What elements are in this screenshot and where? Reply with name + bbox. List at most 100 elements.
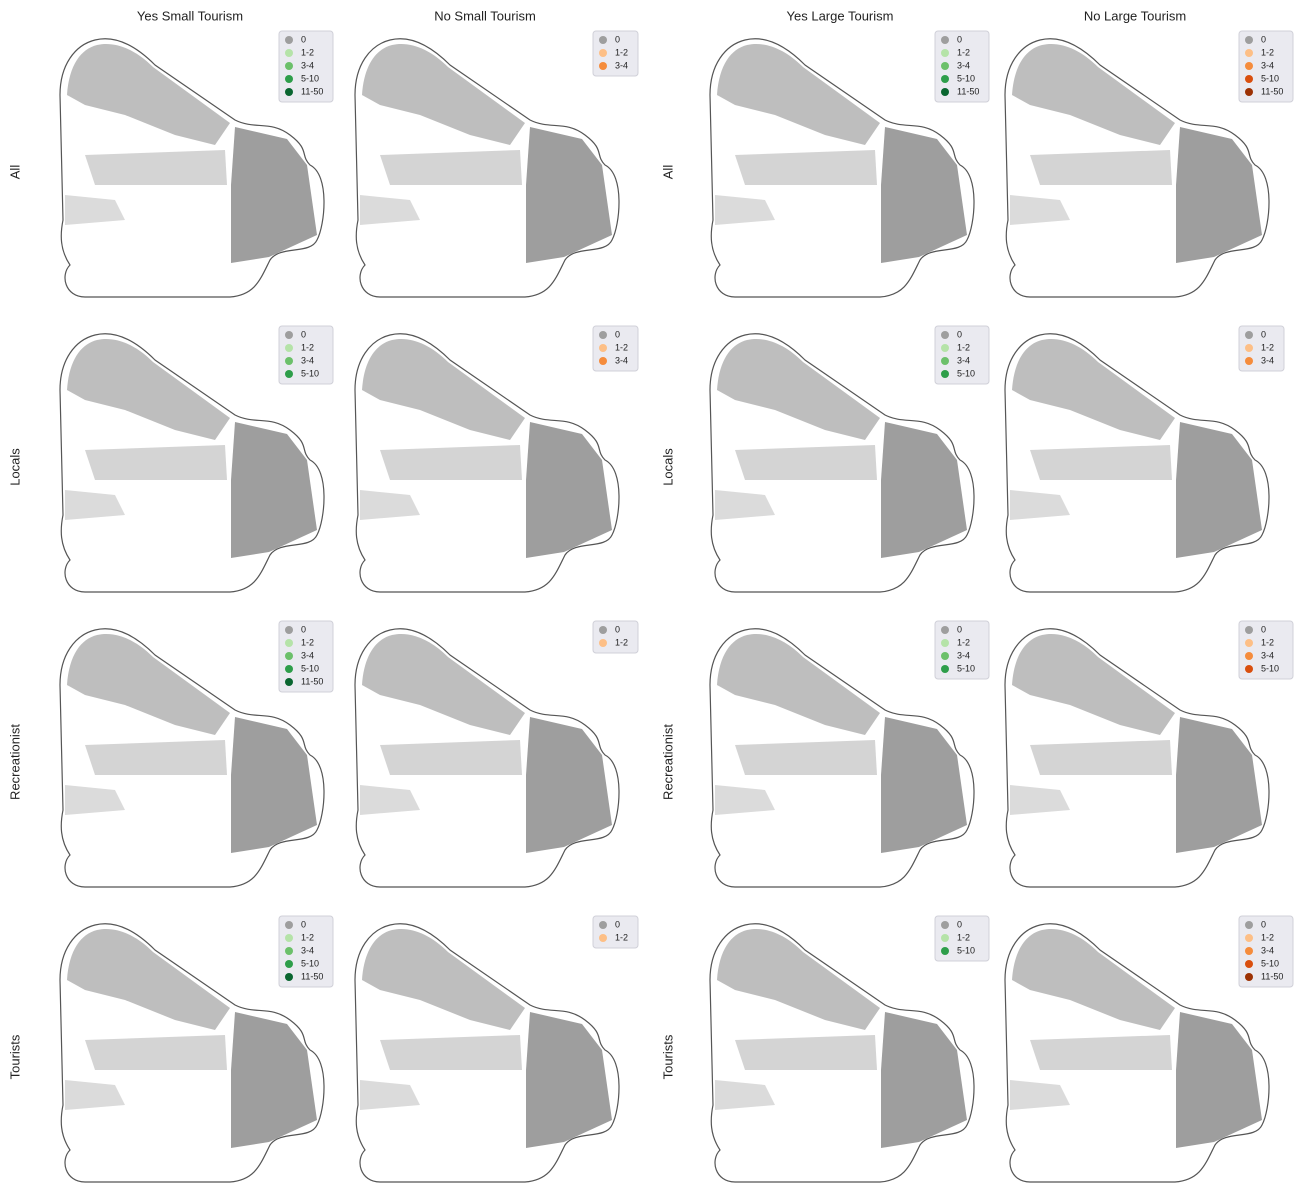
map [1004, 38, 1270, 298]
legend-swatch [285, 639, 293, 647]
row-label: All [7, 165, 22, 180]
map [354, 38, 620, 298]
legend-label: 0 [615, 34, 620, 44]
legend-label: 1-2 [957, 342, 970, 352]
legend-label: 1-2 [957, 47, 970, 57]
legend-label: 3-4 [301, 60, 314, 70]
legend-label: 1-2 [615, 47, 628, 57]
map-panel [709, 333, 975, 593]
legend-label: 3-4 [301, 355, 314, 365]
legend-swatch [599, 357, 607, 365]
legend-swatch [285, 652, 293, 660]
legend-box [934, 30, 990, 103]
map [709, 333, 975, 593]
legend-swatch [1245, 973, 1253, 981]
legend-swatch [1245, 88, 1253, 96]
legend-label: 5-10 [301, 958, 319, 968]
legend-label: 1-2 [615, 637, 628, 647]
legend-label: 0 [1261, 34, 1266, 44]
legend-label: 1-2 [1261, 932, 1274, 942]
legend-label: 1-2 [957, 637, 970, 647]
map [354, 923, 620, 1183]
legend-label: 0 [1261, 919, 1266, 929]
legend-swatch [285, 49, 293, 57]
legend-swatch [1245, 49, 1253, 57]
legend-label: 1-2 [301, 47, 314, 57]
legend-label: 3-4 [615, 355, 628, 365]
legend-label: 5-10 [1261, 663, 1279, 673]
legend-swatch [599, 36, 607, 44]
column-title: No Large Tourism [1084, 8, 1186, 23]
map [709, 38, 975, 298]
legend-label: 5-10 [1261, 958, 1279, 968]
legend-swatch [1245, 331, 1253, 339]
map [354, 628, 620, 888]
legend-label: 3-4 [1261, 355, 1274, 365]
legend-box [1238, 30, 1294, 103]
legend-label: 11-50 [301, 676, 323, 686]
legend-label: 3-4 [1261, 945, 1274, 955]
row-label: Tourists [660, 1034, 675, 1079]
legend-label: 1-2 [301, 932, 314, 942]
legend-label: 5-10 [301, 663, 319, 673]
legend-box [1238, 915, 1294, 988]
map [1004, 628, 1270, 888]
legend-swatch [941, 88, 949, 96]
legend-swatch [1245, 357, 1253, 365]
legend-swatch [285, 947, 293, 955]
legend-swatch [1245, 626, 1253, 634]
legend-box [278, 325, 334, 385]
legend-swatch [285, 678, 293, 686]
map-panel [354, 923, 620, 1183]
map-panel [354, 333, 620, 593]
legend-label: 3-4 [957, 355, 970, 365]
legend-swatch [941, 934, 949, 942]
legend-label: 0 [615, 624, 620, 634]
legend-label: 1-2 [957, 932, 970, 942]
legend-swatch [285, 344, 293, 352]
legend-label: 0 [301, 34, 306, 44]
legend-label: 1-2 [301, 342, 314, 352]
legend-swatch [599, 49, 607, 57]
legend-swatch [941, 665, 949, 673]
map [709, 923, 975, 1183]
map [709, 628, 975, 888]
column-title: Yes Small Tourism [137, 8, 243, 23]
legend-swatch [1245, 639, 1253, 647]
legend-label: 3-4 [957, 60, 970, 70]
legend-label: 3-4 [615, 60, 628, 70]
legend-label: 0 [615, 919, 620, 929]
row-label: All [660, 165, 675, 180]
map [1004, 333, 1270, 593]
map-panel [1004, 923, 1270, 1183]
legend-label: 5-10 [957, 945, 975, 955]
legend-swatch [285, 331, 293, 339]
row-label: Recreationist [7, 724, 22, 800]
legend-swatch [941, 639, 949, 647]
legend-label: 3-4 [301, 650, 314, 660]
legend-swatch [941, 331, 949, 339]
legend-box [1238, 620, 1294, 680]
legend-label: 11-50 [1261, 971, 1283, 981]
legend-swatch [941, 626, 949, 634]
legend-box [934, 325, 990, 385]
legend-label: 11-50 [301, 86, 323, 96]
map-panel [1004, 333, 1270, 593]
legend-swatch [285, 921, 293, 929]
legend-swatch [1245, 934, 1253, 942]
legend-swatch [941, 370, 949, 378]
legend-label: 0 [615, 329, 620, 339]
legend-label: 1-2 [1261, 637, 1274, 647]
legend-swatch [1245, 921, 1253, 929]
legend-swatch [1245, 652, 1253, 660]
row-label: Locals [660, 448, 675, 486]
legend-swatch [941, 75, 949, 83]
legend-label: 1-2 [1261, 47, 1274, 57]
column-title: No Small Tourism [434, 8, 536, 23]
legend-swatch [285, 88, 293, 96]
map-panel [709, 923, 975, 1183]
legend-swatch [941, 921, 949, 929]
legend-swatch [599, 934, 607, 942]
legend-swatch [941, 357, 949, 365]
legend-label: 3-4 [957, 650, 970, 660]
